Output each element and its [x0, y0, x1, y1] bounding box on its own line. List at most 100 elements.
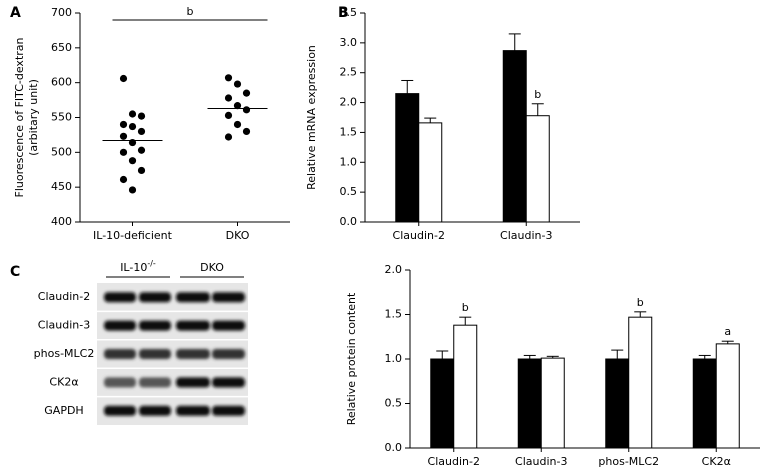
data-point: [224, 111, 233, 120]
data-point: [119, 74, 128, 83]
panel-label: A: [10, 5, 21, 21]
y-tick-label: 550: [51, 111, 72, 124]
blot-group-text: IL-10: [120, 261, 147, 274]
y-axis-label: (arbitary unit): [27, 79, 40, 156]
bar: [395, 93, 420, 223]
blot-band: [176, 405, 210, 416]
blot-row-label: GAPDH: [44, 404, 83, 417]
y-tick-label: 3.5: [340, 6, 358, 19]
blot-group-superscript: -/-: [147, 259, 156, 268]
y-tick-label: 1.5: [340, 125, 358, 138]
y-tick-label: 1.0: [340, 155, 358, 168]
data-point: [128, 157, 137, 165]
bar: [692, 358, 717, 449]
x-tick-label: CK2α: [702, 455, 731, 468]
data-point: [119, 175, 128, 184]
data-point: [119, 148, 128, 156]
blot-band: [139, 320, 171, 331]
y-axis-label: Fluorescence of FITC-dextran: [13, 37, 26, 197]
blot-band: [104, 377, 136, 388]
significance-label: b: [534, 88, 541, 101]
x-tick-label: Claudin-2: [393, 229, 445, 242]
data-point: [137, 127, 146, 136]
blot-group-text: DKO: [200, 261, 224, 274]
blot-band: [139, 405, 171, 416]
data-point: [242, 89, 251, 97]
x-tick-label: IL-10-deficient: [93, 229, 173, 242]
data-point: [137, 166, 146, 175]
y-tick-label: 600: [51, 76, 72, 89]
blot-row-label: Claudin-3: [38, 319, 90, 332]
y-tick-label: 2.0: [385, 263, 403, 276]
blot-band: [139, 349, 171, 359]
significance-label: b: [637, 296, 644, 309]
data-point: [128, 110, 137, 118]
y-tick-label: 700: [51, 6, 72, 19]
blot-group-label: IL-10-/-: [120, 259, 156, 275]
y-tick-label: 0.5: [385, 397, 403, 410]
y-tick-label: 0.0: [385, 441, 403, 454]
significance-label: b: [462, 301, 469, 314]
y-tick-label: 0.5: [340, 185, 358, 198]
data-point: [242, 127, 251, 136]
bar: [525, 115, 550, 223]
blot-band: [176, 320, 210, 331]
blot-band: [139, 292, 171, 303]
data-point: [119, 120, 128, 129]
x-tick-label: phos-MLC2: [598, 455, 659, 468]
blot-band: [104, 320, 136, 331]
bar: [430, 358, 455, 449]
data-point: [242, 106, 251, 114]
y-axis-label: Relative mRNA expression: [305, 45, 318, 190]
data-point: [224, 74, 233, 82]
data-point: [224, 94, 233, 102]
bar: [715, 343, 740, 449]
bar: [540, 357, 565, 449]
y-tick-label: 3.0: [340, 36, 358, 49]
blot-band: [212, 320, 245, 331]
y-tick-label: 650: [51, 41, 72, 54]
y-tick-label: 1.5: [385, 308, 403, 321]
data-point: [128, 122, 137, 131]
blot-band: [212, 349, 245, 359]
y-tick-label: 1.0: [385, 352, 403, 365]
blot-band: [212, 405, 245, 416]
data-point: [233, 80, 242, 88]
data-point: [233, 102, 242, 110]
blot-band: [176, 349, 210, 359]
y-axis-label: Relative protein content: [345, 292, 358, 425]
blot-band: [212, 292, 245, 303]
significance-label: b: [187, 5, 194, 18]
x-tick-label: DKO: [226, 229, 250, 242]
y-tick-label: 0.0: [340, 215, 358, 228]
blot-band: [176, 292, 210, 303]
bar: [418, 122, 443, 223]
blot-band: [104, 349, 136, 359]
blot-band: [104, 405, 136, 416]
data-point: [128, 186, 137, 194]
y-tick-label: 2.5: [340, 66, 358, 79]
blot-row-label: Claudin-2: [38, 290, 90, 303]
significance-label: a: [724, 325, 731, 338]
data-point: [233, 120, 242, 129]
x-tick-label: Claudin-3: [500, 229, 552, 242]
bar: [453, 324, 478, 449]
panel-label: B: [338, 5, 349, 21]
y-tick-label: 2.0: [340, 96, 358, 109]
bar: [502, 50, 527, 223]
blot-band: [212, 377, 245, 388]
blot-group-label: DKO: [200, 261, 224, 274]
data-point: [137, 112, 146, 120]
y-tick-label: 450: [51, 180, 72, 193]
y-tick-label: 400: [51, 215, 72, 228]
data-point: [119, 132, 128, 140]
blot-band: [176, 377, 210, 388]
blot-band: [104, 292, 136, 303]
blot-row-label: phos-MLC2: [34, 347, 95, 360]
x-tick-label: Claudin-2: [428, 455, 480, 468]
y-tick-label: 500: [51, 145, 72, 158]
blot-band: [139, 377, 171, 388]
data-point: [137, 146, 146, 154]
panel-label: C: [10, 264, 20, 280]
